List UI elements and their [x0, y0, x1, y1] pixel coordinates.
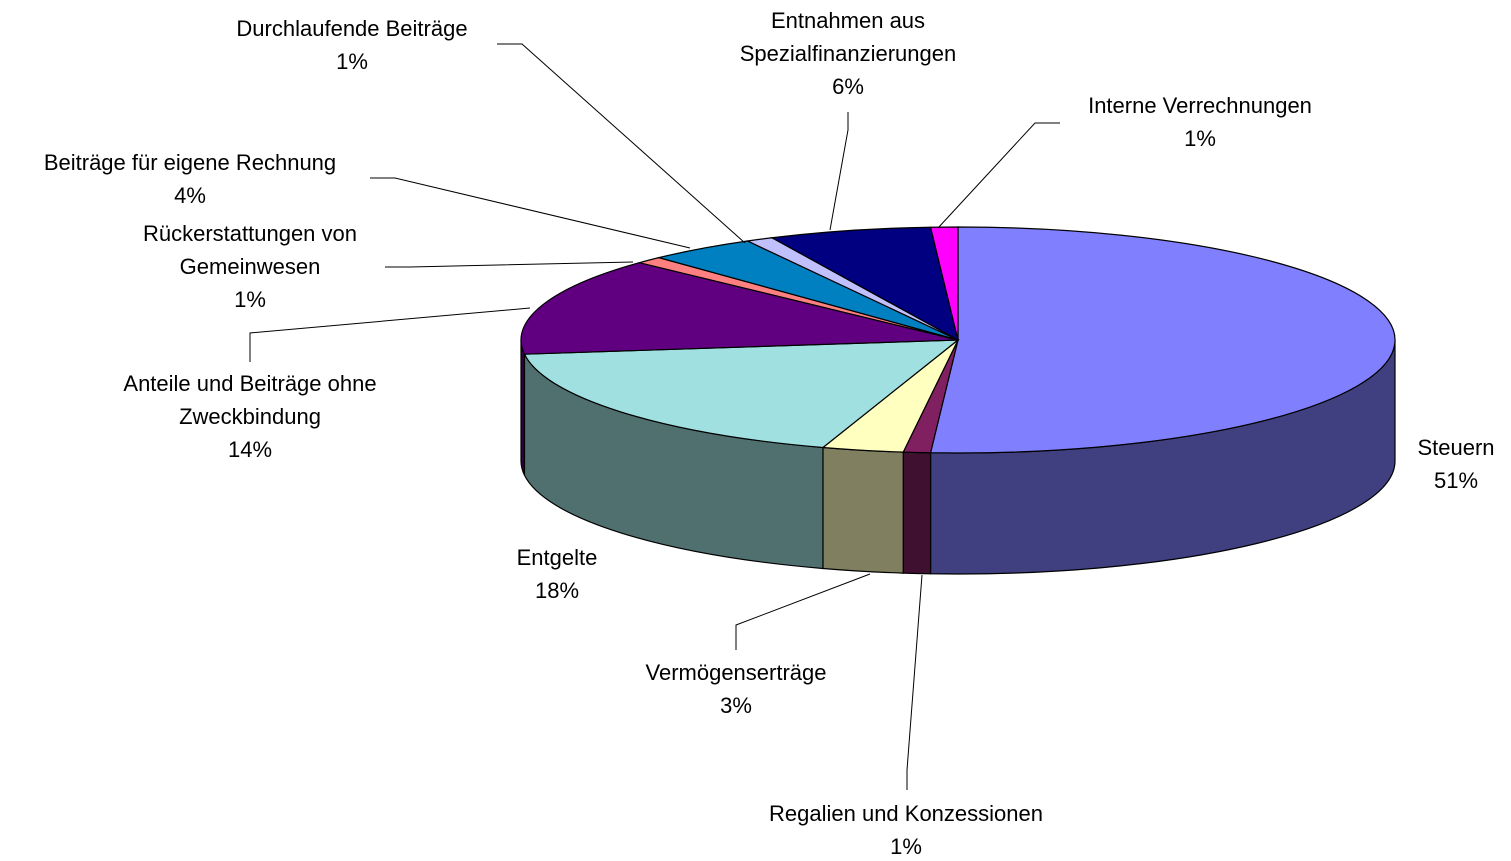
slice-label: Entnahmen aus Spezialfinanzierungen 6%: [740, 8, 957, 99]
slice-label: Entgelte 18%: [517, 545, 598, 603]
value-label: 4%: [174, 183, 206, 208]
slice: [929, 226, 1396, 454]
value-label: 1%: [890, 834, 922, 859]
category-label: Entnahmen aus: [771, 8, 925, 33]
pie-tops: [520, 226, 1396, 454]
category-label: Gemeinwesen: [180, 254, 321, 279]
slice-side: [520, 339, 526, 476]
slice-label: Anteile und Beiträge ohne Zweckbindung 14%: [123, 371, 376, 462]
category-label: Rückerstattungen von: [143, 221, 357, 246]
value-label: 51%: [1434, 468, 1478, 493]
category-label: Beiträge für eigene Rechnung: [44, 150, 336, 175]
category-label: Entgelte: [517, 545, 598, 570]
pie-sides: [520, 339, 1396, 575]
slice-side: [902, 451, 932, 575]
leader-line: [937, 122, 1060, 229]
leader-line: [497, 43, 746, 244]
category-label: Interne Verrechnungen: [1088, 93, 1312, 118]
leader-line: [829, 112, 849, 231]
category-label: Spezialfinanzierungen: [740, 41, 957, 66]
value-label: 3%: [720, 693, 752, 718]
value-label: 14%: [228, 437, 272, 462]
value-label: 1%: [1184, 126, 1216, 151]
leader-line: [249, 307, 531, 362]
slice: [770, 226, 959, 342]
slice-label: Vermögenserträge 3%: [646, 660, 827, 718]
value-label: 1%: [336, 49, 368, 74]
value-label: 6%: [832, 74, 864, 99]
category-label: Durchlaufende Beiträge: [236, 16, 467, 41]
category-label: Anteile und Beiträge ohne: [123, 371, 376, 396]
category-label: Regalien und Konzessionen: [769, 801, 1043, 826]
slice: [929, 226, 959, 341]
slice: [520, 262, 959, 355]
category-label: Steuern: [1417, 435, 1494, 460]
slice-label: Rückerstattungen von Gemeinwesen 1%: [143, 221, 357, 312]
leader-line: [370, 177, 691, 249]
slice-label: Interne Verrechnungen 1%: [1088, 93, 1312, 151]
slice-label: Steuern 51%: [1417, 435, 1494, 493]
slice-label: Beiträge für eigene Rechnung 4%: [44, 150, 336, 208]
value-label: 1%: [234, 287, 266, 312]
slice-label: Durchlaufende Beiträge 1%: [236, 16, 467, 74]
leader-line: [906, 574, 923, 790]
value-label: 18%: [535, 578, 579, 603]
slice-side: [822, 446, 904, 574]
category-label: Zweckbindung: [179, 404, 321, 429]
leader-line: [735, 573, 871, 650]
category-label: Vermögenserträge: [646, 660, 827, 685]
slice-label: Regalien und Konzessionen 1%: [769, 801, 1043, 859]
slice: [523, 339, 960, 449]
leader-line: [385, 261, 634, 268]
